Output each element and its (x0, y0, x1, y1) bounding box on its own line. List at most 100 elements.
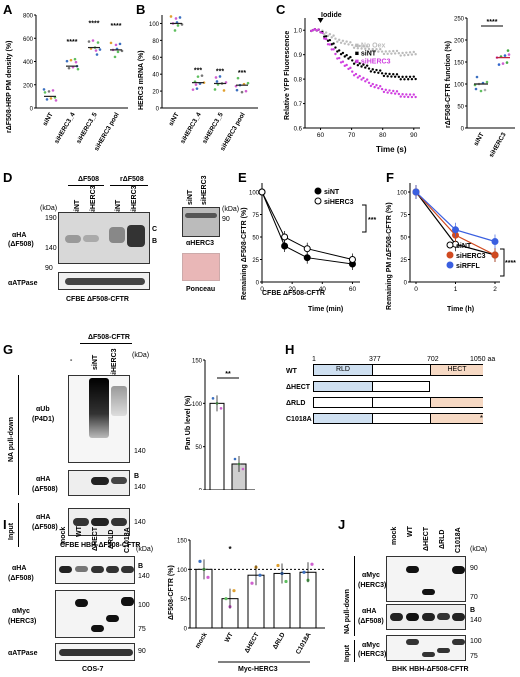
y-tick-label: 400 (23, 60, 34, 66)
ab-j1b: (HERC3) (358, 582, 387, 589)
group-df508: ΔF508 (78, 176, 99, 183)
data-point (246, 81, 250, 85)
data-point (399, 54, 402, 57)
band-b-d: B (152, 238, 158, 245)
data-point (395, 49, 399, 53)
data-point (334, 52, 337, 56)
blot-j-myc-input (386, 635, 466, 661)
panel-c-xlabel: Time (s) (376, 145, 407, 154)
data-point (341, 51, 345, 55)
data-point (390, 91, 393, 95)
data-point (324, 35, 328, 38)
data-point (354, 44, 358, 47)
lane-j3: ΔHECT (423, 526, 430, 551)
data-point (373, 85, 376, 89)
data-point (367, 81, 371, 84)
data-point (405, 51, 408, 54)
data-point (356, 46, 360, 50)
data-point (321, 31, 324, 35)
data-point (497, 63, 501, 66)
data-point (356, 63, 360, 67)
data-point (403, 95, 406, 99)
data-point (195, 87, 199, 90)
data-point (324, 37, 328, 41)
legend-2: siRFFL (456, 263, 480, 270)
data-point (371, 82, 374, 86)
panel-c-plot: 0.6 0.7 0.8 0.9 1.0 60 70 80 90 ■ No Oex■ siNT■ s… (294, 17, 515, 159)
data-point (87, 40, 91, 43)
legend-1: siHERC3 (324, 199, 354, 206)
y-tick-label: 50 (195, 445, 202, 451)
y-tick-label: 0 (30, 107, 34, 113)
cell-g: CFBE HBH-ΔF508-CFTR (60, 542, 141, 549)
data-point (362, 63, 365, 66)
data-point (375, 84, 378, 87)
sig-stars: * (228, 545, 232, 554)
data-point (73, 57, 77, 61)
data-point (42, 88, 46, 91)
blot-d-herc3 (182, 207, 220, 237)
data-point (339, 61, 343, 64)
ab-g3b: (ΔF508) (32, 524, 58, 531)
panel-e-xlabel: Time (min) (308, 306, 344, 313)
blot-i-myc (55, 590, 135, 638)
sig-stars: **** (67, 39, 78, 46)
data-point (367, 47, 371, 51)
y-tick-label: 100 (249, 191, 260, 197)
y-tick-label: 40 (152, 73, 159, 79)
y-tick-label: 0 (404, 281, 408, 287)
lane-j4: ΔRLD (439, 529, 446, 549)
y-tick-label: 100 (192, 402, 203, 408)
legend-marker-0 (446, 241, 454, 249)
y-tick-label: 0 (156, 107, 160, 113)
lane-j2: WT (407, 526, 414, 537)
y-tick-label: 800 (23, 14, 34, 20)
data-point (173, 29, 177, 32)
cell-j: BHK HBH-ΔF508-CFTR (392, 666, 469, 673)
y-tick-label: 0.9 (294, 53, 303, 59)
data-point (388, 72, 391, 76)
x-tick-label: 80 (379, 132, 387, 139)
data-point (412, 93, 415, 96)
data-point (362, 76, 365, 80)
data-point (483, 88, 487, 92)
data-point (390, 52, 393, 55)
data-point (393, 52, 397, 55)
data-point (69, 58, 73, 62)
data-point (343, 42, 346, 45)
data-point (408, 75, 412, 78)
m100-i: 100 (138, 602, 150, 609)
data-point (337, 56, 341, 60)
sig-stars: *** (194, 68, 202, 75)
x-tick-label: 70 (348, 132, 356, 139)
m190-d: 190 (45, 215, 57, 222)
data-point (347, 57, 350, 60)
series-line-0 (261, 191, 353, 265)
data-point (405, 93, 408, 96)
legend-marker-2 (446, 261, 454, 269)
y-tick-label: 250 (454, 17, 465, 23)
data-point (491, 238, 499, 245)
data-point (311, 28, 315, 32)
data-point (200, 74, 204, 77)
data-point (347, 67, 350, 71)
data-point (380, 87, 384, 91)
data-point (194, 83, 198, 86)
data-point (326, 39, 330, 42)
data-point (485, 80, 489, 84)
y-tick-label: 50 (180, 597, 187, 603)
data-point (401, 51, 404, 55)
data-point (330, 36, 333, 39)
cell-i: COS-7 (82, 666, 104, 673)
x-tick-label: 60 (349, 286, 357, 293)
data-point (384, 72, 388, 75)
ab-g2: αHA (36, 476, 51, 483)
data-point (414, 53, 417, 56)
data-point (377, 71, 380, 74)
data-point (323, 32, 326, 36)
data-point (388, 89, 391, 92)
legend-2: ■ siHERC3 (355, 58, 391, 65)
data-point (176, 24, 180, 27)
m70-j: 70 (470, 594, 478, 601)
y-tick-label: 60 (152, 56, 159, 62)
